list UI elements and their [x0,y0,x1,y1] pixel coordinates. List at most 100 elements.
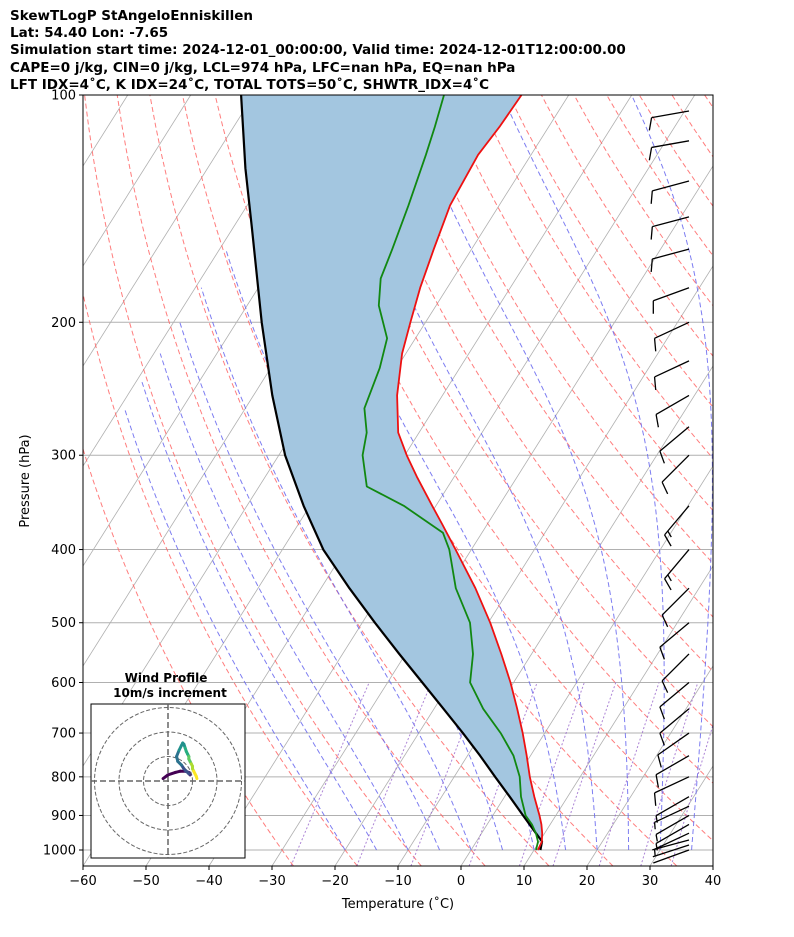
dry-adiabat-line [312,95,713,728]
wind-barb-flag [667,530,672,538]
wind-barb-staff [661,587,690,616]
moist-adiabat-line [631,95,713,851]
wind-barb-flag [664,578,672,591]
isotherm-line [271,165,713,866]
wind-barb-flag [661,680,669,693]
chart-header: SkewTLogP StAngeloEnniskillen Lat: 54.40… [10,8,626,94]
mixing-ratio-line [410,682,483,866]
moist-adiabat-line [200,287,472,851]
dry-adiabat-line [704,95,713,109]
dry-adiabat-line [737,95,794,866]
wind-barb-staff [659,682,690,708]
wind-barb-flag [648,147,653,161]
hodograph-title: Wind Profile [125,671,208,685]
stability-indices: LFT IDX=4˚C, K IDX=24˚C, TOTAL TOTS=50˚C… [10,76,490,93]
wind-barb-flag [661,614,669,628]
wind-barb-staff [654,805,690,823]
y-tick-label: 300 [51,449,76,464]
wind-barb-flag [659,706,665,720]
cape-cin-shading [241,95,543,850]
wind-barb-staff [655,823,690,845]
wind-barb [650,248,690,272]
mixing-ratio-line [356,682,432,866]
x-tick-label: −30 [258,874,285,889]
y-tick-label: 100 [51,89,76,104]
wind-barb-staff [659,708,690,734]
wind-barb [653,321,690,352]
isotherm-line [83,95,255,367]
wind-barb-flag [659,732,665,746]
wind-barb-flag [657,754,662,768]
x-tick-label: 30 [642,874,659,889]
wind-barb [664,505,690,547]
x-tick-label: −20 [321,874,348,889]
wind-barb-staff [661,454,690,483]
x-tick-label: 40 [705,874,722,889]
wind-barb [653,849,690,864]
wind-barb-staff [654,321,690,339]
simulation-times: Simulation start time: 2024-12-01_00:00:… [10,42,626,59]
dry-adiabat-line [443,95,713,512]
wind-barb [650,180,690,204]
wind-barb-flag [655,834,658,842]
wind-barb-flag [653,376,657,390]
wind-barb-staff [654,776,690,794]
wind-barb [655,755,690,788]
wind-barb [648,110,690,131]
x-tick-label: −40 [195,874,222,889]
moist-adiabat-line [141,381,378,851]
wind-barb-flag [648,117,653,131]
wind-barb-staff [657,732,690,756]
wind-barb-staff [655,814,690,836]
wind-barb-staff [659,622,690,648]
y-axis-ticks: 1000 900 800 700 600 500 400 300 200 100 [43,89,83,859]
wind-barb [655,823,690,851]
station-title: SkewTLogP StAngeloEnniskillen [10,8,253,24]
wind-barb [650,216,690,240]
mixing-ratio-line [598,682,660,866]
mixing-ratio-line [552,682,617,866]
cin-area [241,95,543,850]
wind-barb-flag [653,338,657,352]
x-tick-label: −50 [132,874,159,889]
x-tick-label: −10 [384,874,411,889]
hodograph-subtitle: 10m/s increment [113,686,227,700]
x-axis-ticks: −60 −50 −40 −30 −20 −10 0 10 20 30 40 [69,866,721,889]
hodograph-rings [91,704,245,858]
isotherm-line [334,265,713,866]
y-tick-label: 800 [51,770,76,785]
moist-adiabat-line [402,95,630,850]
wind-barb-staff [652,216,690,228]
isotherm-line [83,95,192,267]
mixing-ratio-line [468,682,538,866]
wind-barb-staff [659,426,690,452]
hodograph-inset: Wind Profile 10m/s increment [90,671,246,859]
wind-barb-flag [650,258,653,272]
dewpoint-line [361,95,539,851]
wind-barb-flag [653,849,656,857]
wind-barb [655,814,690,842]
wind-barb-staff [661,653,690,682]
wind-barb-staff [652,180,690,192]
moist-adiabat-line [179,322,441,851]
wind-barb-flag [655,843,658,851]
x-tick-label: 0 [457,874,465,889]
wind-barb-flag [667,574,672,582]
wind-barb [661,454,690,495]
dry-adiabat-line [770,95,794,866]
wind-barb [652,844,690,858]
dry-adiabat-line [377,95,713,618]
wind-barb [659,622,690,660]
wind-barb-staff [655,755,690,776]
wind-barb-staff [651,140,690,149]
wind-barb [653,805,690,830]
mixing-ratio-line [290,682,370,866]
wind-barb-staff [652,844,690,858]
location-coordinates: Lat: 54.40 Lon: -7.65 [10,25,169,42]
wind-barb [653,832,690,857]
wind-barb [661,587,690,628]
y-tick-label: 700 [51,727,76,742]
wind-barb [652,839,690,851]
mixing-ratio-lines [290,682,713,866]
